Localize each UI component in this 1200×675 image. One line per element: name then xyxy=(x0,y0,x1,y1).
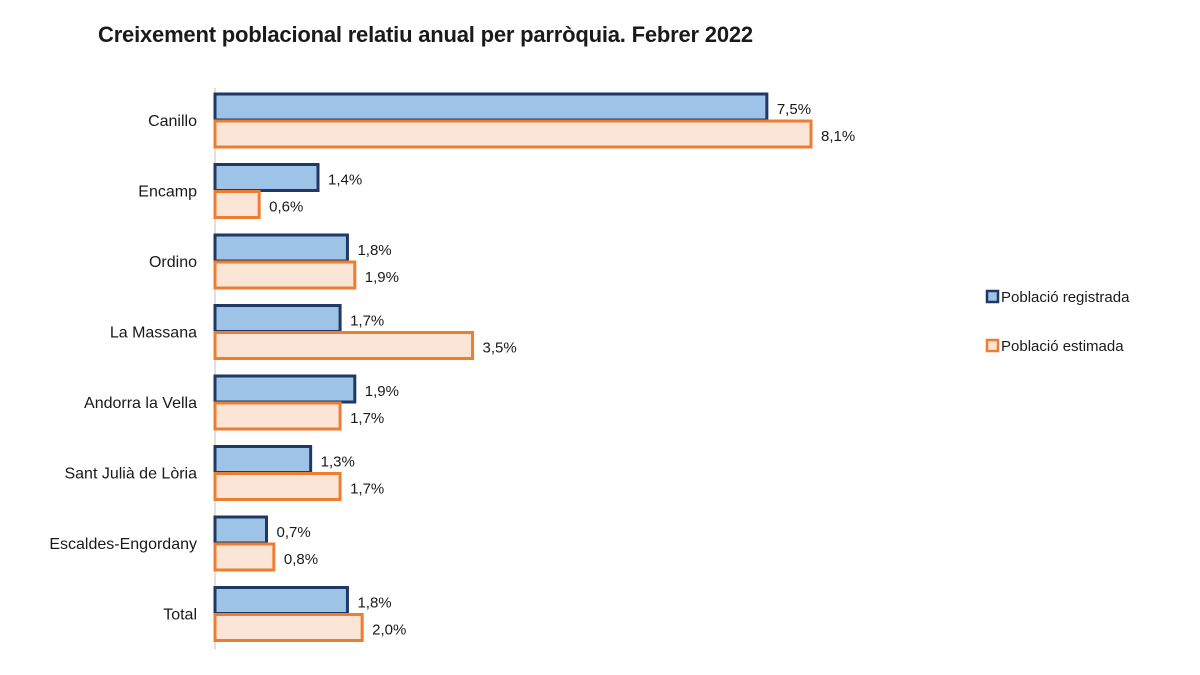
bar-registrada xyxy=(213,304,342,333)
bar-registrada xyxy=(213,445,313,474)
data-label: 1,7% xyxy=(350,313,384,330)
bar-registrada xyxy=(213,586,349,615)
data-label: 0,8% xyxy=(284,551,318,568)
data-label: 1,8% xyxy=(357,595,391,612)
category-label: Sant Julià de Lòria xyxy=(64,466,197,483)
category-label: Total xyxy=(163,607,197,624)
data-label: 3,5% xyxy=(483,340,517,357)
legend-label: Població estimada xyxy=(1001,338,1124,355)
data-label: 1,7% xyxy=(350,481,384,498)
data-label: 8,1% xyxy=(821,128,855,145)
bar-estimada xyxy=(213,190,261,219)
data-label: 1,8% xyxy=(357,242,391,259)
category-label: La Massana xyxy=(110,325,197,342)
bar-registrada xyxy=(213,92,769,122)
category-label: Encamp xyxy=(138,184,197,201)
data-label: 1,9% xyxy=(365,383,399,400)
data-label: 0,7% xyxy=(277,524,311,541)
data-label: 0,6% xyxy=(269,199,303,216)
chart-title: Creixement poblacional relatiu anual per… xyxy=(98,22,753,47)
data-label: 1,7% xyxy=(350,410,384,427)
legend-swatch-registrada xyxy=(985,289,1000,304)
bar-estimada xyxy=(213,260,357,290)
bar-estimada xyxy=(213,542,276,572)
bar-registrada xyxy=(213,163,320,192)
bar-estimada xyxy=(213,613,364,642)
data-label: 1,3% xyxy=(321,454,355,471)
legend-swatch-estimada xyxy=(985,338,1000,353)
data-label: 1,4% xyxy=(328,172,362,189)
category-label: Escaldes-Engordany xyxy=(49,536,197,553)
data-label: 2,0% xyxy=(372,622,406,639)
category-label: Ordino xyxy=(149,254,197,271)
category-label: Andorra la Vella xyxy=(84,395,197,412)
data-label: 7,5% xyxy=(777,101,811,118)
bar-registrada xyxy=(213,374,357,404)
legend-label: Població registrada xyxy=(1001,289,1130,306)
bar-estimada xyxy=(213,119,813,149)
data-label: 1,9% xyxy=(365,269,399,286)
bar-estimada xyxy=(213,472,342,501)
bar-registrada xyxy=(213,515,269,545)
category-label: Canillo xyxy=(148,113,197,130)
bar-estimada xyxy=(213,401,342,431)
bar-registrada xyxy=(213,233,349,263)
bar-estimada xyxy=(213,331,475,360)
